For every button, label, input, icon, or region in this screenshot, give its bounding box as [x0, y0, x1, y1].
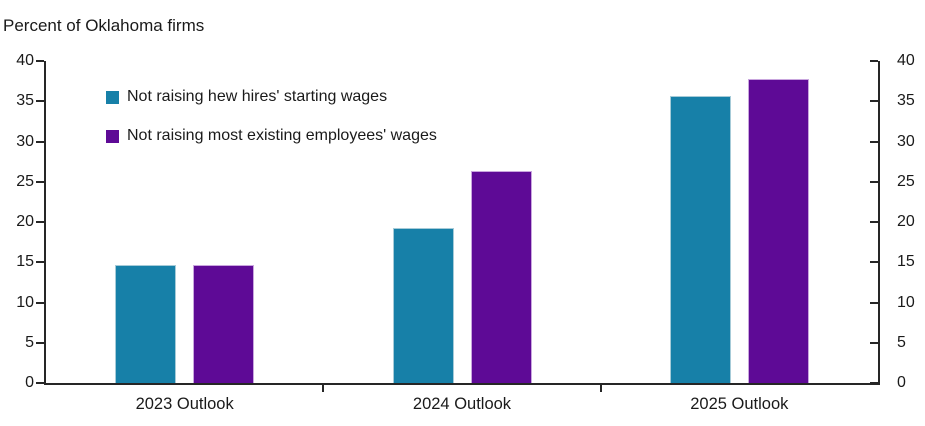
- y-axis-tick-label-left: 30: [16, 132, 34, 150]
- y-axis-tick-right: [870, 140, 878, 143]
- y-axis-tick-right: [870, 382, 878, 384]
- plot-area: 0 0 5 5 10 10 15 15 20 20 25 25 30 30 35 35 40 40 2023 Out…: [16, 53, 915, 414]
- legend-item-series1: Not raising hew hires' starting wages: [106, 88, 437, 106]
- y-axis-tick-label-left: 35: [16, 92, 34, 110]
- y-axis-tick-right: [870, 100, 878, 103]
- y-axis-tick-label-left: 15: [16, 253, 34, 271]
- y-axis-tick-left: [36, 261, 44, 264]
- y-axis-tick-label-left: 20: [16, 213, 34, 230]
- y-axis-tick-label-right: 20: [897, 213, 915, 230]
- y-axis-tick-left: [36, 140, 44, 143]
- bar-series2-category2: [470, 171, 532, 383]
- y-axis-tick-label-right: 5: [897, 333, 906, 351]
- legend: Not raising hew hires' starting wages No…: [106, 88, 437, 166]
- y-axis-tick-left: [36, 221, 44, 223]
- x-axis-category-label: 2023 Outlook: [135, 395, 234, 413]
- legend-item-series2: Not raising most existing employees' wag…: [106, 127, 437, 145]
- x-axis-boundary-tick: [322, 385, 325, 392]
- y-axis-tick-left: [36, 100, 44, 103]
- y-axis-tick-right: [870, 60, 878, 62]
- y-axis-tick-label-right: 30: [897, 132, 915, 150]
- y-axis-tick-label-right: 15: [897, 253, 915, 271]
- y-axis-tick-label-right: 0: [897, 374, 906, 391]
- bar-series1-category1: [115, 265, 177, 383]
- legend-swatch-series2: [106, 129, 119, 143]
- x-axis-category-label: 2025 Outlook: [690, 395, 789, 413]
- y-axis-tick-label-left: 25: [16, 172, 34, 190]
- bar-series2-category3: [747, 78, 809, 383]
- y-axis-tick-label-right: 10: [897, 293, 915, 311]
- y-axis-tick-left: [36, 341, 44, 344]
- y-axis-tick-label-left: 0: [25, 374, 34, 391]
- y-axis-tick-right: [870, 180, 878, 183]
- bar-series1-category3: [669, 95, 731, 383]
- chart-title: Percent of Oklahoma firms: [3, 16, 205, 35]
- y-axis-tick-right: [870, 341, 878, 344]
- bar-series1-category2: [392, 228, 454, 383]
- y-axis-tick-left: [36, 60, 44, 62]
- x-axis-boundary-tick: [599, 385, 602, 392]
- legend-swatch-series1: [106, 90, 119, 104]
- legend-label-series1: Not raising hew hires' starting wages: [127, 88, 388, 105]
- y-axis-tick-label-left: 10: [16, 293, 34, 311]
- y-axis-tick-right: [870, 301, 878, 304]
- y-axis-tick-left: [36, 382, 44, 384]
- y-axis-tick-left: [36, 301, 44, 304]
- y-axis-tick-label-right: 40: [897, 52, 915, 69]
- y-axis-tick-label-left: 5: [25, 333, 34, 351]
- y-axis-tick-label-left: 40: [16, 52, 34, 69]
- y-axis-tick-left: [36, 180, 44, 183]
- bar-series2-category1: [193, 265, 255, 383]
- y-axis-tick-label-right: 25: [897, 172, 915, 190]
- y-axis-tick-right: [870, 221, 878, 223]
- y-axis-tick-label-right: 35: [897, 92, 915, 110]
- x-axis-category-label: 2024 Outlook: [412, 395, 512, 413]
- y-axis-tick-right: [870, 261, 878, 264]
- legend-label-series2: Not raising most existing employees' wag…: [127, 127, 437, 144]
